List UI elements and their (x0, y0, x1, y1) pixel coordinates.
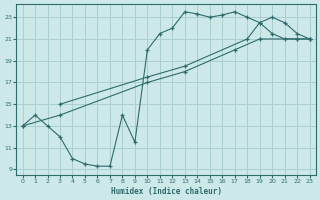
X-axis label: Humidex (Indice chaleur): Humidex (Indice chaleur) (111, 187, 221, 196)
